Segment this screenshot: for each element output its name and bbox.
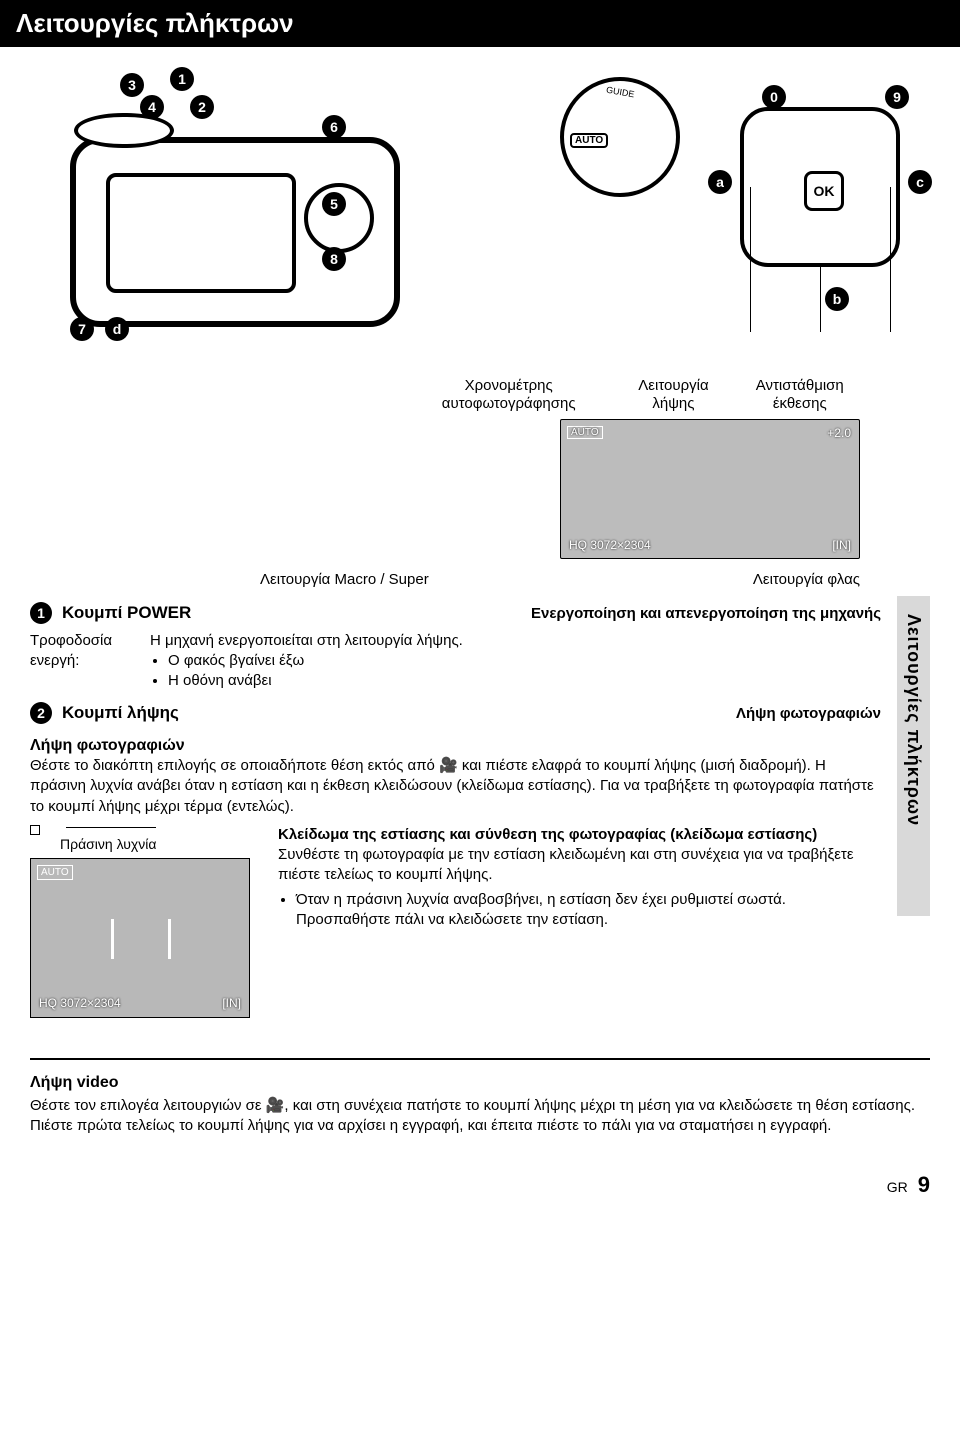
diagram-labels-row: Χρονομέτρης αυτοφωτογράφησης Λειτουργία …: [400, 377, 870, 413]
exp-comp-label: Αντιστάθμιση έκθεσης: [730, 377, 870, 413]
focus-bracket: [111, 919, 171, 959]
mode-dial-text: GUIDE: [605, 85, 635, 100]
section-power-title: Κουμπί POWER: [62, 602, 191, 625]
footer-page: 9: [918, 1172, 930, 1198]
macro-flash-labels: Λειτουργία Macro / Super Λειτουργία φλας: [260, 571, 860, 588]
camera-body: [70, 137, 400, 327]
shutter-subtitle: Λήψη φωτογραφιών: [30, 735, 881, 757]
callout-9: 9: [885, 85, 909, 109]
focus-dim: HQ 3072×2304: [39, 995, 121, 1011]
controls-illustration: GUIDE AUTO OK 0 9 a c b: [490, 67, 930, 367]
section-shutter-title: Κουμπί λήψης: [62, 702, 179, 725]
macro-label: Λειτουργία Macro / Super: [260, 571, 429, 588]
callout-c: c: [908, 170, 932, 194]
focus-in: [IN]: [222, 995, 241, 1011]
diagram-row: 3 1 4 2 6 5 8 7 d GUIDE AUTO OK 0 9 a c …: [30, 67, 930, 367]
callout-4: 4: [140, 95, 164, 119]
callout-2: 2: [190, 95, 214, 119]
power-supply-block: Η μηχανή ενεργοποιείται στη λειτουργία λ…: [150, 631, 881, 692]
power-supply-row: Τροφοδοσία ενεργή: Η μηχανή ενεργοποιείτ…: [30, 631, 881, 692]
video-title: Λήψη video: [30, 1074, 930, 1092]
page-content: 3 1 4 2 6 5 8 7 d GUIDE AUTO OK 0 9 a c …: [0, 47, 960, 1218]
callout-8: 8: [322, 247, 346, 271]
lcd-preview: AUTO +2.0 HQ 3072×2304 [IN]: [560, 419, 860, 559]
callout-b: b: [825, 287, 849, 311]
section-shutter-desc: Λήψη φωτογραφιών: [736, 704, 881, 724]
leader-b: [820, 267, 821, 332]
preview-in: [IN]: [832, 538, 851, 552]
focus-row: Πράσινη λυχνία AUTO HQ 3072×2304 [IN] Κλ…: [30, 825, 881, 1018]
green-light-label: Πράσινη λυχνία: [60, 835, 260, 854]
photo-block: Λήψη φωτογραφιών Θέστε το διακόπτη επιλο…: [30, 735, 881, 817]
flash-label: Λειτουργία φλας: [753, 571, 860, 588]
green-lamp-box: [30, 825, 40, 835]
callout-5: 5: [322, 192, 346, 216]
focus-image-column: Πράσινη λυχνία AUTO HQ 3072×2304 [IN]: [30, 825, 260, 1018]
body-column: 1 Κουμπί POWER Ενεργοποίηση και απενεργο…: [30, 596, 881, 1018]
focus-auto: AUTO: [37, 865, 73, 881]
ok-button: OK: [804, 171, 844, 211]
preview-ev: +2.0: [827, 426, 851, 440]
power-supply-text: Η μηχανή ενεργοποιείται στη λειτουργία λ…: [150, 631, 881, 651]
leader-a: [750, 187, 751, 332]
focus-lock-bullet: Όταν η πράσινη λυχνία αναβοσβήνει, η εστ…: [296, 890, 881, 931]
leader-c: [890, 187, 891, 332]
power-supply-label: Τροφοδοσία ενεργή:: [30, 631, 150, 692]
mode-dial: GUIDE AUTO: [560, 77, 680, 197]
page-title-bar: Λειτουργίες πλήκτρων: [0, 0, 960, 47]
callout-6: 6: [322, 115, 346, 139]
callout-d: d: [105, 317, 129, 341]
shutter-para: Θέστε το διακόπτη επιλογής σε οποιαδήποτ…: [30, 756, 881, 817]
section-shutter-num: 2: [30, 702, 52, 724]
timer-label: Χρονομέτρης αυτοφωτογράφησης: [400, 377, 617, 413]
camera-screen: [106, 173, 296, 293]
video-para: Θέστε τον επιλογέα λειτουργιών σε 🎥, και…: [30, 1096, 930, 1137]
green-leader-line: [66, 827, 156, 828]
focus-lock-para: Συνθέστε τη φωτογραφία με την εστίαση κλ…: [278, 845, 881, 886]
focus-lock-title: Κλείδωμα της εστίασης και σύνθεση της φω…: [278, 825, 881, 845]
preview-dim: HQ 3072×2304: [569, 538, 651, 552]
camera-illustration: 3 1 4 2 6 5 8 7 d: [30, 67, 460, 367]
nav-pad: OK: [740, 107, 900, 267]
section-power-head: 1 Κουμπί POWER Ενεργοποίηση και απενεργο…: [30, 602, 881, 625]
page-title: Λειτουργίες πλήκτρων: [16, 8, 294, 38]
main-body: 1 Κουμπί POWER Ενεργοποίηση και απενεργο…: [30, 596, 930, 1018]
section-power-desc: Ενεργοποίηση και απενεργοποίηση της μηχα…: [531, 604, 881, 624]
page-footer: GR 9: [30, 1172, 930, 1198]
footer-lang: GR: [887, 1179, 908, 1195]
shoot-mode-label: Λειτουργία λήψης: [617, 377, 729, 413]
auto-badge: AUTO: [570, 133, 608, 148]
callout-a: a: [708, 170, 732, 194]
section-divider: [30, 1058, 930, 1060]
focus-lcd-image: AUTO HQ 3072×2304 [IN]: [30, 858, 250, 1018]
callout-1: 1: [170, 67, 194, 91]
side-tab: Λειτουργίες πλήκτρων: [897, 596, 930, 916]
callout-0: 0: [762, 85, 786, 109]
power-bullet-2: Η οθόνη ανάβει: [168, 671, 881, 691]
section-power-num: 1: [30, 602, 52, 624]
camera-top-dial: [74, 113, 174, 148]
callout-3: 3: [120, 73, 144, 97]
section-shutter-head: 2 Κουμπί λήψης Λήψη φωτογραφιών: [30, 702, 881, 725]
preview-auto: AUTO: [567, 426, 603, 439]
video-section: Λήψη video Θέστε τον επιλογέα λειτουργιώ…: [30, 1074, 930, 1137]
callout-7: 7: [70, 317, 94, 341]
power-bullet-1: Ο φακός βγαίνει έξω: [168, 651, 881, 671]
focus-text-column: Κλείδωμα της εστίασης και σύνθεση της φω…: [278, 825, 881, 1018]
